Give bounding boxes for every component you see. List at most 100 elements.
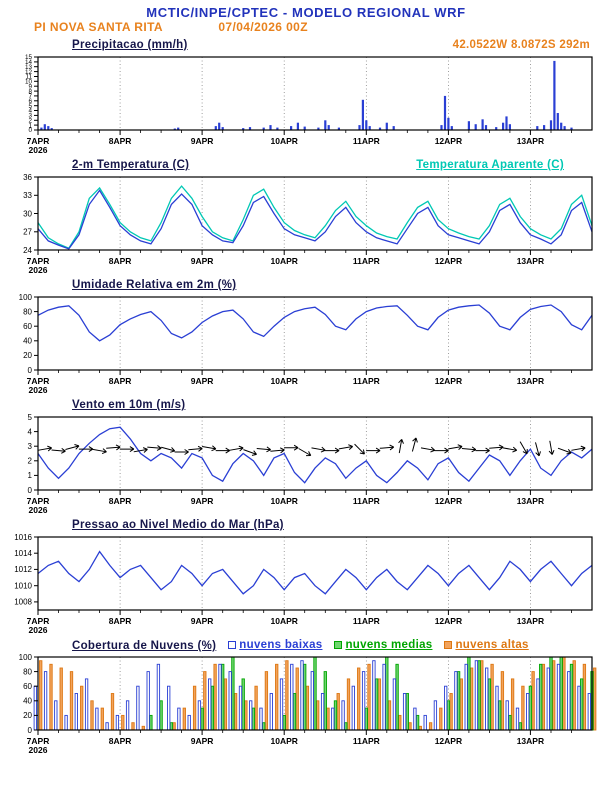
wind-title: Vento em 10m (m/s) — [72, 399, 186, 411]
svg-text:13APR: 13APR — [517, 496, 544, 506]
svg-text:1008: 1008 — [14, 598, 32, 607]
svg-text:8APR: 8APR — [109, 496, 132, 506]
svg-text:2026: 2026 — [29, 385, 48, 395]
svg-text:13APR: 13APR — [517, 736, 544, 746]
meteogram-page: MCTIC/INPE/CPTEC - MODELO REGIONAL WRF P… — [0, 5, 612, 756]
svg-text:7: 7 — [28, 93, 32, 100]
svg-text:36: 36 — [23, 174, 32, 182]
svg-text:7APR: 7APR — [27, 616, 50, 626]
svg-text:10APR: 10APR — [270, 136, 297, 146]
clouds-title: Cobertura de Nuvens (%) — [72, 640, 217, 652]
svg-text:2: 2 — [28, 118, 32, 125]
svg-text:13APR: 13APR — [517, 256, 544, 266]
svg-text:7APR: 7APR — [27, 496, 50, 506]
svg-text:40: 40 — [23, 337, 32, 346]
svg-text:2: 2 — [28, 457, 33, 466]
svg-text:0: 0 — [28, 486, 33, 495]
precipitation-title: Precipitacao (mm/h) — [72, 39, 188, 51]
svg-text:10APR: 10APR — [270, 496, 297, 506]
svg-text:9APR: 9APR — [191, 496, 214, 506]
panel-precipitation: Precipitacao (mm/h) 42.0522W 8.0872S 292… — [0, 39, 612, 156]
legend-nuvens-baixas: nuvens baixas — [228, 639, 322, 651]
svg-text:5: 5 — [28, 103, 32, 110]
svg-text:15: 15 — [25, 54, 33, 61]
svg-text:30: 30 — [23, 209, 32, 218]
svg-text:0: 0 — [28, 366, 33, 375]
run-datetime: 07/04/2026 00Z — [218, 20, 308, 34]
svg-text:10: 10 — [25, 79, 33, 86]
svg-text:12APR: 12APR — [435, 136, 462, 146]
svg-text:11APR: 11APR — [353, 736, 380, 746]
panel-pressure: Pressao ao Nivel Medio do Mar (hPa) 1008… — [0, 519, 612, 636]
svg-text:60: 60 — [23, 682, 32, 691]
svg-text:8APR: 8APR — [109, 256, 132, 266]
svg-text:0: 0 — [28, 127, 32, 134]
svg-text:11APR: 11APR — [353, 616, 380, 626]
svg-text:12APR: 12APR — [435, 376, 462, 386]
svg-text:9APR: 9APR — [191, 256, 214, 266]
svg-text:13APR: 13APR — [517, 376, 544, 386]
svg-text:7APR: 7APR — [27, 136, 50, 146]
svg-text:60: 60 — [23, 322, 32, 331]
svg-text:1016: 1016 — [14, 534, 32, 542]
svg-text:13: 13 — [25, 64, 33, 71]
panel-clouds: Cobertura de Nuvens (%) nuvens baixas nu… — [0, 639, 612, 756]
svg-text:3: 3 — [28, 113, 32, 120]
svg-text:20: 20 — [23, 351, 32, 360]
clouds-legend: nuvens baixas nuvens medias nuvens altas — [228, 639, 528, 651]
nuvens-baixas-swatch-icon — [228, 641, 237, 649]
svg-text:11APR: 11APR — [353, 496, 380, 506]
svg-text:1010: 1010 — [14, 582, 32, 591]
svg-text:9APR: 9APR — [191, 136, 214, 146]
panel-temperature: 2-m Temperatura (C) Temperatura Aparente… — [0, 159, 612, 276]
svg-text:7APR: 7APR — [27, 256, 50, 266]
legend-nuvens-altas: nuvens altas — [444, 639, 528, 651]
svg-text:12: 12 — [25, 69, 33, 76]
svg-text:10APR: 10APR — [270, 736, 297, 746]
svg-text:40: 40 — [23, 697, 32, 706]
svg-text:24: 24 — [23, 246, 32, 255]
svg-text:8APR: 8APR — [109, 736, 132, 746]
panel-wind: Vento em 10m (m/s) 0 1 2 3 4 5 7APR 2026 8APR 9AP… — [0, 399, 612, 516]
svg-text:8APR: 8APR — [109, 616, 132, 626]
svg-text:7APR: 7APR — [27, 376, 50, 386]
apparent-temp-label: Temperatura Aparente (C) — [416, 159, 564, 171]
svg-text:100: 100 — [19, 654, 33, 662]
svg-text:5: 5 — [28, 414, 33, 422]
svg-text:1: 1 — [28, 122, 32, 129]
svg-text:27: 27 — [23, 228, 32, 237]
svg-text:11: 11 — [25, 74, 32, 81]
svg-text:8: 8 — [28, 88, 32, 95]
svg-text:14: 14 — [25, 59, 33, 66]
svg-text:3: 3 — [28, 442, 33, 451]
nuvens-medias-swatch-icon — [334, 641, 343, 649]
svg-text:10APR: 10APR — [270, 256, 297, 266]
svg-text:9APR: 9APR — [191, 376, 214, 386]
svg-text:11APR: 11APR — [353, 256, 380, 266]
svg-text:100: 100 — [19, 294, 33, 302]
svg-text:4: 4 — [28, 108, 32, 115]
svg-text:1: 1 — [28, 471, 33, 480]
svg-text:4: 4 — [28, 427, 33, 436]
svg-text:1012: 1012 — [14, 565, 32, 574]
svg-text:13APR: 13APR — [517, 616, 544, 626]
svg-text:13APR: 13APR — [517, 136, 544, 146]
nuvens-altas-swatch-icon — [444, 641, 453, 649]
svg-text:80: 80 — [23, 307, 32, 316]
svg-text:9: 9 — [28, 83, 32, 90]
svg-text:12APR: 12APR — [435, 736, 462, 746]
svg-text:9APR: 9APR — [191, 736, 214, 746]
location-coordinates: 42.0522W 8.0872S 292m — [452, 39, 590, 51]
legend-nuvens-medias: nuvens medias — [334, 639, 432, 651]
svg-text:20: 20 — [23, 711, 32, 720]
svg-text:7APR: 7APR — [27, 736, 50, 746]
svg-text:8APR: 8APR — [109, 136, 132, 146]
svg-text:12APR: 12APR — [435, 616, 462, 626]
svg-text:2026: 2026 — [29, 265, 48, 275]
panel-humidity: Umidade Relativa em 2m (%) 0 20 40 60 80 100 7… — [0, 279, 612, 396]
model-title: MCTIC/INPE/CPTEC - MODELO REGIONAL WRF — [146, 5, 466, 20]
